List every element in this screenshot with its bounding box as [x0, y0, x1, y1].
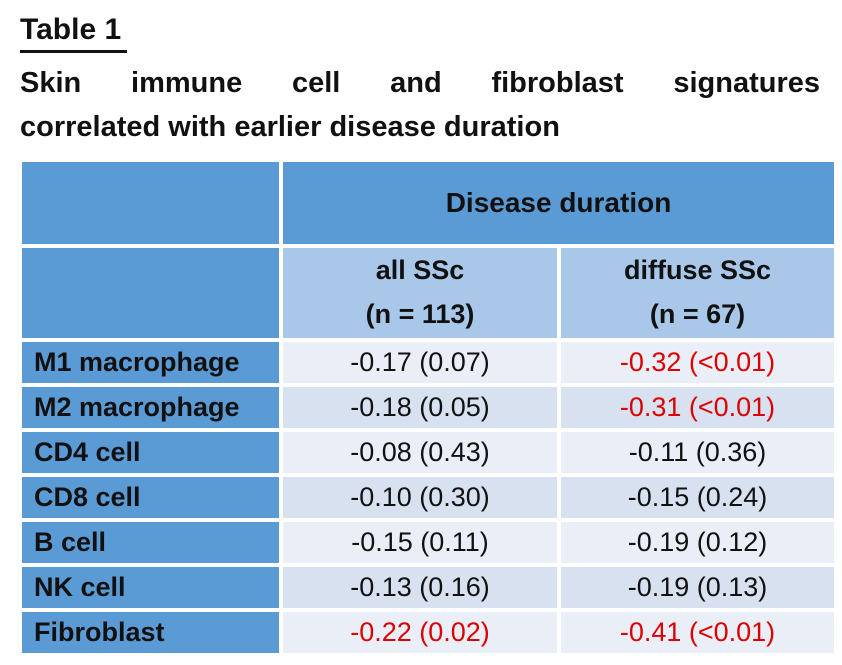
column-header-all-ssc-n: (n = 113)	[365, 298, 475, 329]
row-label: NK cell	[18, 562, 283, 612]
group-header-disease-duration: Disease duration	[278, 158, 839, 249]
table-caption: Skin immune cell and fibroblast signatur…	[20, 61, 820, 149]
value-cell: -0.08 (0.43)	[279, 427, 561, 477]
row-label: CD4 cell	[18, 427, 283, 477]
column-header-row: all SSc (n = 113) diffuse SSc (n = 67)	[18, 244, 839, 342]
row-label: M2 macrophage	[18, 382, 283, 432]
row-label: B cell	[18, 517, 283, 567]
group-header-row: Disease duration	[18, 158, 839, 249]
value-cell: -0.31 (<0.01)	[556, 382, 839, 432]
column-header-diffuse-ssc: diffuse SSc (n = 67)	[556, 244, 839, 342]
value-cell: -0.19 (0.12)	[556, 517, 839, 567]
value-cell: -0.15 (0.24)	[556, 472, 839, 522]
title-block: Table 1 Skin immune cell and fibroblast …	[0, 0, 842, 149]
corner-cell	[18, 158, 283, 249]
value-cell: -0.11 (0.36)	[556, 427, 839, 477]
value-cell: -0.32 (<0.01)	[556, 337, 839, 387]
table-row-cd8-cell: CD8 cell -0.10 (0.30) -0.15 (0.24)	[18, 472, 839, 522]
column-header-diffuse-ssc-n: (n = 67)	[649, 298, 746, 329]
value-cell: -0.13 (0.16)	[279, 562, 561, 612]
column-header-all-ssc-name: all SSc	[375, 255, 465, 286]
caption-line-2: correlated with earlier disease duration	[20, 111, 560, 144]
value-cell: -0.22 (0.02)	[279, 607, 561, 657]
column-header-diffuse-ssc-name: diffuse SSc	[623, 255, 772, 286]
row-label: M1 macrophage	[18, 337, 283, 387]
table-row-b-cell: B cell -0.15 (0.11) -0.19 (0.12)	[18, 517, 839, 567]
table-row-cd4-cell: CD4 cell -0.08 (0.43) -0.11 (0.36)	[18, 427, 839, 477]
caption-line-1: Skin immune cell and fibroblast signatur…	[20, 67, 820, 99]
value-cell: -0.17 (0.07)	[279, 337, 561, 387]
value-cell: -0.41 (<0.01)	[556, 607, 839, 657]
table-row-fibroblast: Fibroblast -0.22 (0.02) -0.41 (<0.01)	[18, 607, 839, 657]
row-label: CD8 cell	[18, 472, 283, 522]
value-cell: -0.10 (0.30)	[279, 472, 561, 522]
results-table: Disease duration all SSc (n = 113) diffu…	[18, 158, 839, 657]
table-number-heading: Table 1	[20, 13, 128, 53]
value-cell: -0.19 (0.13)	[556, 562, 839, 612]
table-row-nk-cell: NK cell -0.13 (0.16) -0.19 (0.13)	[18, 562, 839, 612]
row-label: Fibroblast	[18, 607, 283, 657]
column-header-all-ssc: all SSc (n = 113)	[279, 244, 561, 342]
value-cell: -0.18 (0.05)	[279, 382, 561, 432]
value-cell: -0.15 (0.11)	[279, 517, 561, 567]
table-row-m2-macrophage: M2 macrophage -0.18 (0.05) -0.31 (<0.01)	[18, 382, 839, 432]
corner-cell-2	[18, 244, 283, 342]
table-row-m1-macrophage: M1 macrophage -0.17 (0.07) -0.32 (<0.01)	[18, 337, 839, 387]
